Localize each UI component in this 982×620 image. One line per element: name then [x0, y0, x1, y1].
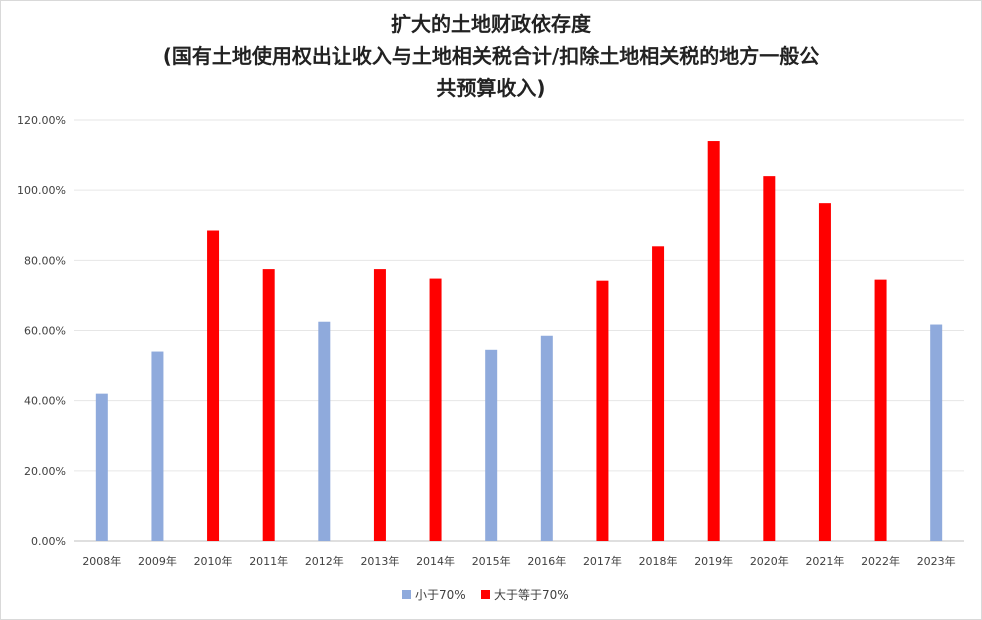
- bar: [207, 230, 220, 541]
- x-tick-label: 2017年: [583, 554, 622, 568]
- x-tick-label: 2015年: [472, 554, 511, 568]
- y-tick-label: 80.00%: [24, 254, 66, 267]
- bar: [707, 141, 720, 542]
- bar: [652, 246, 665, 542]
- y-tick-label: 0.00%: [31, 535, 66, 548]
- x-tick-label: 2012年: [305, 554, 344, 568]
- bar: [373, 269, 386, 541]
- bar: [95, 393, 108, 541]
- bars: [95, 141, 943, 542]
- x-tick-label: 2021年: [805, 554, 844, 568]
- bar: [429, 278, 442, 541]
- bar: [262, 269, 275, 541]
- bar: [874, 279, 887, 541]
- y-tick-label: 20.00%: [24, 465, 66, 478]
- bar: [540, 335, 553, 541]
- x-tick-label: 2011年: [249, 554, 288, 568]
- x-tick-label: 2018年: [639, 554, 678, 568]
- x-tick-label: 2010年: [194, 554, 233, 568]
- bar: [818, 203, 831, 541]
- y-tick-label: 100.00%: [17, 184, 66, 197]
- bar: [151, 351, 164, 541]
- x-tick-label: 2016年: [527, 554, 566, 568]
- x-tick-label: 2014年: [416, 554, 455, 568]
- y-axis-ticks: 0.00% 20.00% 40.00% 60.00% 80.00% 100.00% 120.…: [17, 114, 66, 548]
- x-tick-label: 2022年: [861, 554, 900, 568]
- x-tick-label: 2019年: [694, 554, 733, 568]
- y-tick-label: 120.00%: [17, 114, 66, 127]
- x-tick-label: 2013年: [360, 554, 399, 568]
- chart-title-line-2: (国有土地使用权出让收入与土地相关税合计/扣除土地相关税的地方一般公: [162, 44, 820, 68]
- x-tick-label: 2008年: [82, 554, 121, 568]
- legend-swatch: [481, 590, 490, 599]
- legend-label: 大于等于70%: [494, 588, 569, 602]
- legend: 小于70% 大于等于70%: [402, 588, 569, 602]
- bar: [318, 321, 331, 541]
- y-tick-label: 60.00%: [24, 325, 66, 338]
- x-tick-label: 2009年: [138, 554, 177, 568]
- bar: [930, 324, 943, 541]
- x-tick-label: 2023年: [917, 554, 956, 568]
- legend-label: 小于70%: [415, 588, 466, 602]
- chart-title-line-3: 共预算收入): [436, 76, 546, 100]
- bar: [485, 349, 498, 541]
- legend-swatch: [402, 590, 411, 599]
- bar: [596, 280, 609, 541]
- chart-title: 扩大的土地财政依存度 (国有土地使用权出让收入与土地相关税合计/扣除土地相关税的…: [40, 8, 942, 104]
- y-tick-label: 40.00%: [24, 395, 66, 408]
- bar: [763, 176, 776, 541]
- x-axis-ticks: 2008年 2009年 2010年 2011年 2012年 2013年 2014年 2015年…: [82, 554, 955, 568]
- gridlines: [74, 119, 964, 542]
- chart-title-line-1: 扩大的土地财政依存度: [391, 12, 591, 36]
- x-tick-label: 2020年: [750, 554, 789, 568]
